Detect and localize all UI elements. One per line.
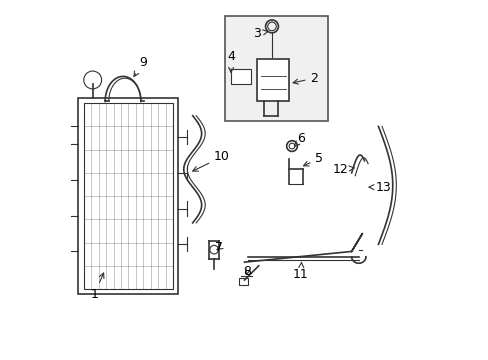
Bar [230,69,250,84]
Text: 10: 10 [192,150,229,171]
Bar [224,16,328,121]
Text: 6: 6 [294,132,305,147]
Text: 11: 11 [292,262,308,281]
Text: 8: 8 [243,265,251,278]
Bar [257,59,288,102]
Bar [239,278,247,285]
Text: 7: 7 [215,241,223,255]
Text: 1: 1 [90,273,104,301]
Text: 9: 9 [134,55,146,77]
Text: 12: 12 [332,163,353,176]
Text: 5: 5 [303,152,323,166]
Text: 13: 13 [368,181,391,194]
Text: 2: 2 [292,72,318,85]
Text: 3: 3 [253,27,267,40]
Text: 4: 4 [227,50,235,72]
